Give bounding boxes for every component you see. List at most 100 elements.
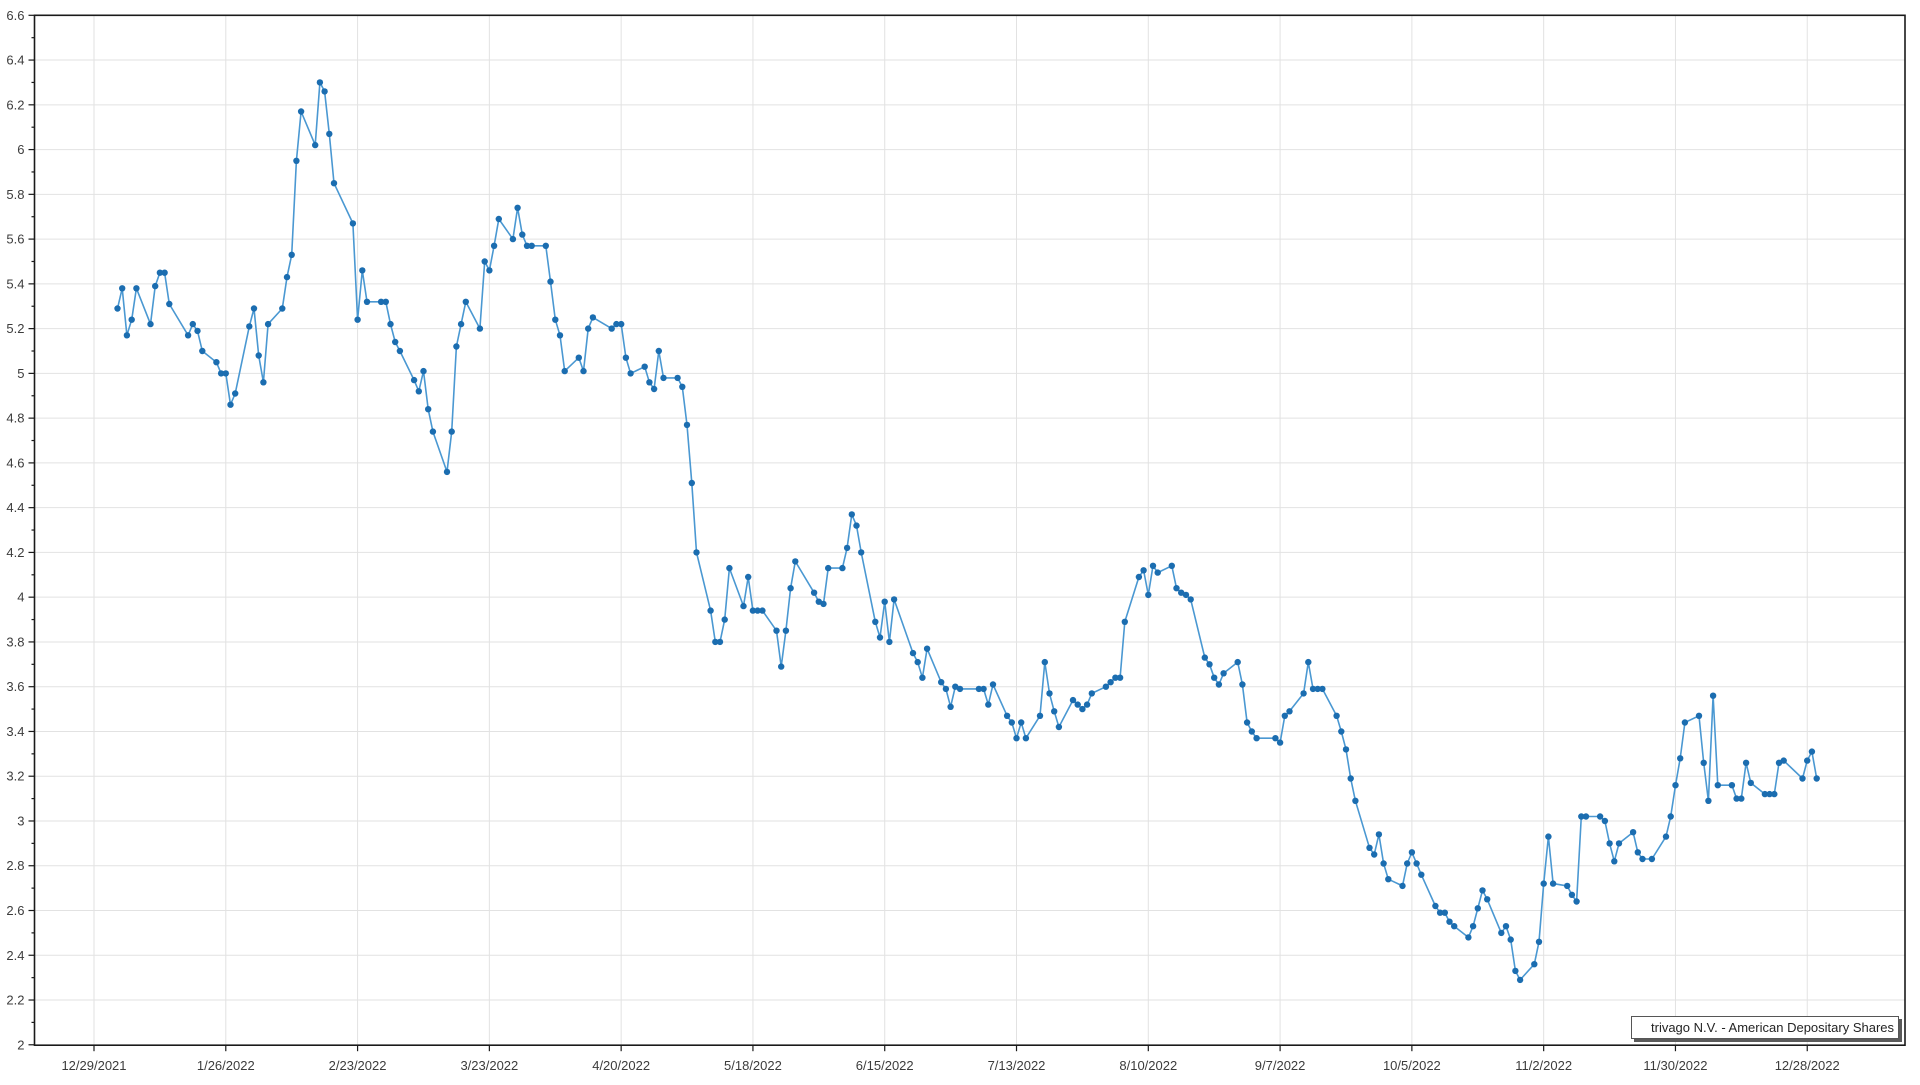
data-point <box>1700 759 1707 766</box>
data-point <box>1135 573 1143 581</box>
data-point <box>133 285 140 292</box>
data-point <box>1107 679 1114 686</box>
data-point <box>1761 790 1769 798</box>
data-point <box>1003 712 1011 719</box>
axis-ticks <box>28 14 1808 1052</box>
data-point <box>1639 855 1646 863</box>
data-point <box>1239 681 1246 688</box>
data-point <box>1474 905 1482 912</box>
x-tick-label: 7/13/2022 <box>988 1058 1046 1073</box>
data-point <box>1201 654 1209 661</box>
y-tick-label: 6.2 <box>6 97 24 112</box>
y-tick-label: 3.4 <box>6 724 24 739</box>
data-point <box>1022 735 1030 742</box>
data-point <box>1766 790 1773 798</box>
data-point <box>1549 880 1557 887</box>
data-point <box>288 251 295 258</box>
data-point <box>1545 833 1552 840</box>
data-point <box>787 585 794 592</box>
data-point <box>1116 674 1124 681</box>
y-tick-label: 4.6 <box>6 455 24 470</box>
data-point <box>152 282 159 290</box>
x-tick-label: 12/28/2022 <box>1775 1058 1840 1073</box>
data-point <box>749 607 757 614</box>
y-axis-labels: 6.6 6.4 6.2 6 5.8 5.6 5.4 5.2 5 4.8 4.6 4.4 4.2 4 3.8 3… <box>6 8 24 1052</box>
y-tick-label: 5.2 <box>6 321 24 336</box>
price-line <box>116 81 1818 981</box>
data-point <box>1695 712 1703 719</box>
data-point <box>297 108 305 115</box>
data-point <box>1484 896 1491 903</box>
data-point <box>523 242 531 249</box>
data-point <box>1300 690 1307 697</box>
data-point <box>792 558 799 565</box>
data-point <box>443 468 451 476</box>
data-point <box>255 352 262 359</box>
data-point <box>349 220 357 227</box>
data-point <box>1187 596 1194 603</box>
data-point <box>1211 674 1218 681</box>
data-point <box>1681 719 1689 726</box>
legend: trivago N.V. - American Depositary Share… <box>1631 1016 1899 1039</box>
data-point <box>810 589 818 596</box>
data-point <box>410 376 418 384</box>
data-point <box>1662 833 1670 840</box>
data-point <box>641 363 648 370</box>
data-point <box>886 638 893 646</box>
x-tick-label: 4/20/2022 <box>592 1058 650 1073</box>
y-tick-label: 4.2 <box>6 545 24 560</box>
data-point <box>872 618 879 625</box>
data-point <box>147 320 154 328</box>
data-point <box>716 638 724 646</box>
data-point <box>1051 708 1058 715</box>
data-point <box>161 269 168 276</box>
data-point <box>561 367 568 375</box>
y-tick-label: 2 <box>17 1037 24 1052</box>
x-tick-label: 10/5/2022 <box>1383 1058 1441 1073</box>
data-point <box>1352 797 1359 804</box>
data-point <box>1578 813 1585 820</box>
legend-label: trivago N.V. - American Depositary Share… <box>1651 1020 1895 1035</box>
y-tick-label: 6 <box>17 142 24 157</box>
y-tick-label: 5.8 <box>6 187 24 202</box>
data-point <box>552 316 559 323</box>
data-point <box>453 343 460 350</box>
data-point <box>486 267 493 274</box>
data-point <box>1305 658 1312 666</box>
data-point <box>1667 813 1674 820</box>
data-point <box>279 305 286 312</box>
data-point <box>1168 562 1176 569</box>
data-point <box>1083 701 1091 708</box>
data-point <box>519 231 526 238</box>
data-point <box>589 314 597 321</box>
data-point <box>514 204 521 211</box>
data-point <box>1069 696 1077 704</box>
data-point <box>881 598 888 605</box>
data-point <box>580 367 587 375</box>
data-point <box>156 269 164 276</box>
y-tick-label: 3 <box>17 813 24 828</box>
data-point <box>1606 840 1613 847</box>
data-point <box>330 180 338 187</box>
data-point <box>876 634 884 641</box>
data-point <box>1677 755 1684 762</box>
x-tick-label: 12/29/2021 <box>61 1058 126 1073</box>
y-tick-label: 2.8 <box>6 858 24 873</box>
data-point <box>1709 692 1717 699</box>
data-point <box>114 305 121 312</box>
data-point <box>448 428 455 435</box>
data-point <box>1338 728 1345 735</box>
data-point <box>392 338 399 346</box>
data-point <box>1540 880 1547 887</box>
data-point <box>1074 701 1081 708</box>
data-point <box>1742 759 1750 766</box>
data-point <box>726 564 733 572</box>
data-point <box>556 332 564 339</box>
data-point <box>585 325 592 332</box>
data-point <box>1813 775 1820 782</box>
data-point <box>679 383 686 390</box>
data-point <box>938 679 945 686</box>
data-point <box>227 401 234 408</box>
y-tick-label: 4.8 <box>6 411 24 426</box>
